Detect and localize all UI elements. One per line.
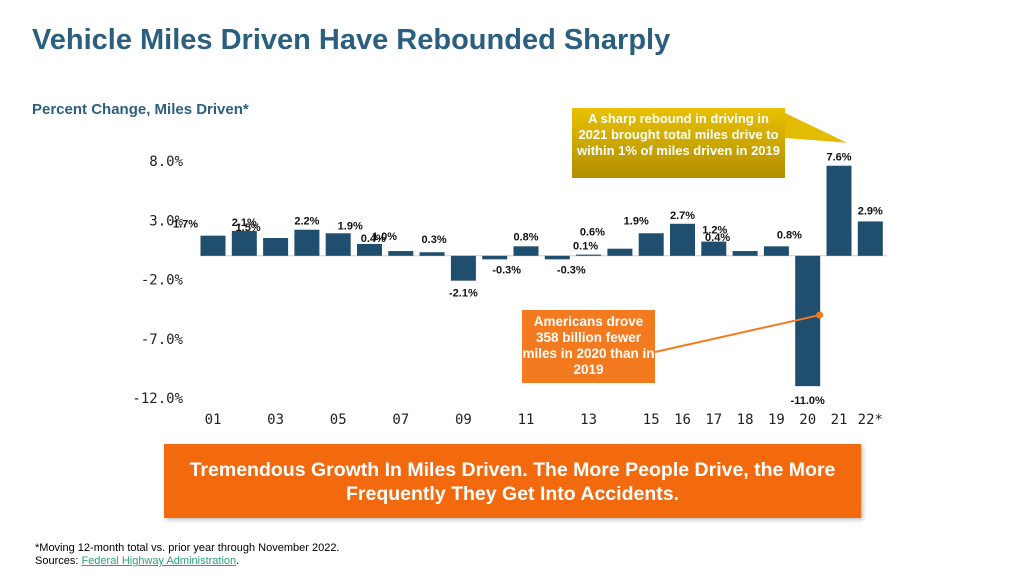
data-label: 1.7% [173, 219, 198, 231]
bar [701, 241, 727, 256]
page-title: Vehicle Miles Driven Have Rebounded Shar… [32, 24, 671, 56]
y-tick-label: -2.0% [141, 273, 184, 289]
sources-prefix: Sources: [35, 555, 82, 567]
bar [763, 246, 789, 256]
fhwa-source-link[interactable]: Federal Highway Administration [81, 555, 237, 567]
data-label: 0.4% [361, 233, 386, 245]
bar [419, 252, 445, 256]
fewer-miles-callout: Americans drove 358 billion fewer miles … [522, 310, 655, 383]
bar-chart: 8.0% 3.0% -2.0% -7.0% -12.0% 1.7% 01 2.1%1.5% 03… [132, 113, 887, 428]
bar [732, 251, 758, 256]
y-tick-label: -7.0% [141, 332, 184, 348]
bar [513, 246, 539, 256]
data-label: 1.0% [372, 231, 397, 243]
data-label: 0.8% [513, 231, 538, 243]
data-label: 1.2% [702, 225, 727, 237]
x-tick-label: 03 [267, 412, 284, 428]
bar [826, 165, 852, 256]
x-tick-label: 11 [518, 412, 535, 428]
data-label: -0.3% [492, 264, 521, 276]
data-label: 0.4% [705, 232, 730, 244]
bar [670, 223, 695, 256]
fewer-miles-connector [654, 314, 820, 353]
bar [576, 254, 602, 256]
footnote-sources: Sources: Federal Highway Administration. [35, 555, 340, 568]
x-tick-label: 20 [799, 412, 816, 428]
bar [263, 238, 289, 256]
y-tick-label: 3.0% [149, 213, 183, 229]
sources-suffix: . [236, 555, 240, 567]
bar [638, 233, 664, 256]
bar [294, 229, 320, 256]
rebound-callout: A sharp rebound in driving in 2021 broug… [572, 108, 785, 178]
connector-dot [816, 311, 824, 319]
bar [857, 221, 883, 256]
x-tick-label: 15 [643, 412, 660, 428]
footnote: *Moving 12-month total vs. prior year th… [35, 542, 340, 568]
data-label: 0.1% [573, 241, 598, 253]
data-label: 0.6% [580, 227, 605, 239]
x-tick-label: 13 [580, 412, 597, 428]
data-label: 2.2% [294, 216, 319, 228]
footnote-note: *Moving 12-month total vs. prior year th… [35, 542, 340, 554]
bar [482, 255, 508, 260]
bar [388, 251, 414, 256]
x-tick-label: 01 [205, 412, 222, 428]
bar [231, 230, 257, 256]
data-label: 7.6% [826, 152, 851, 164]
x-tick-label: 22* [858, 412, 883, 428]
x-tick-label: 18 [737, 412, 754, 428]
accident-banner: Tremendous Growth In Miles Driven. The M… [164, 444, 861, 518]
data-label: -11.0% [791, 395, 825, 407]
x-tick-label: 19 [768, 412, 785, 428]
data-label: -0.3% [557, 264, 586, 276]
bar [795, 255, 821, 387]
x-tick-label: 17 [705, 412, 722, 428]
data-label: 0.3% [422, 234, 447, 246]
data-label: 1.9% [624, 215, 649, 227]
data-label: 2.7% [670, 210, 695, 222]
x-tick-label: 21 [831, 412, 848, 428]
x-tick-label: 09 [455, 412, 472, 428]
bar [544, 255, 570, 260]
bar [357, 243, 382, 256]
bar [450, 255, 476, 281]
y-tick-label: 8.0% [149, 154, 183, 170]
x-tick-label: 07 [392, 412, 409, 428]
data-label: 0.8% [777, 229, 802, 241]
data-label: 1.5% [236, 222, 261, 234]
bar [325, 233, 351, 256]
y-tick-label: -12.0% [132, 391, 183, 407]
rebound-callout-pointer [785, 113, 847, 143]
data-label: 2.9% [858, 205, 883, 217]
data-label: 2.1% [232, 217, 257, 229]
chart-subtitle: Percent Change, Miles Driven* [32, 101, 249, 118]
bar [607, 248, 633, 256]
x-tick-label: 05 [330, 412, 347, 428]
x-tick-label: 16 [674, 412, 691, 428]
data-label: 1.9% [338, 220, 363, 232]
data-label: -2.1% [449, 288, 478, 300]
bar [200, 235, 226, 256]
